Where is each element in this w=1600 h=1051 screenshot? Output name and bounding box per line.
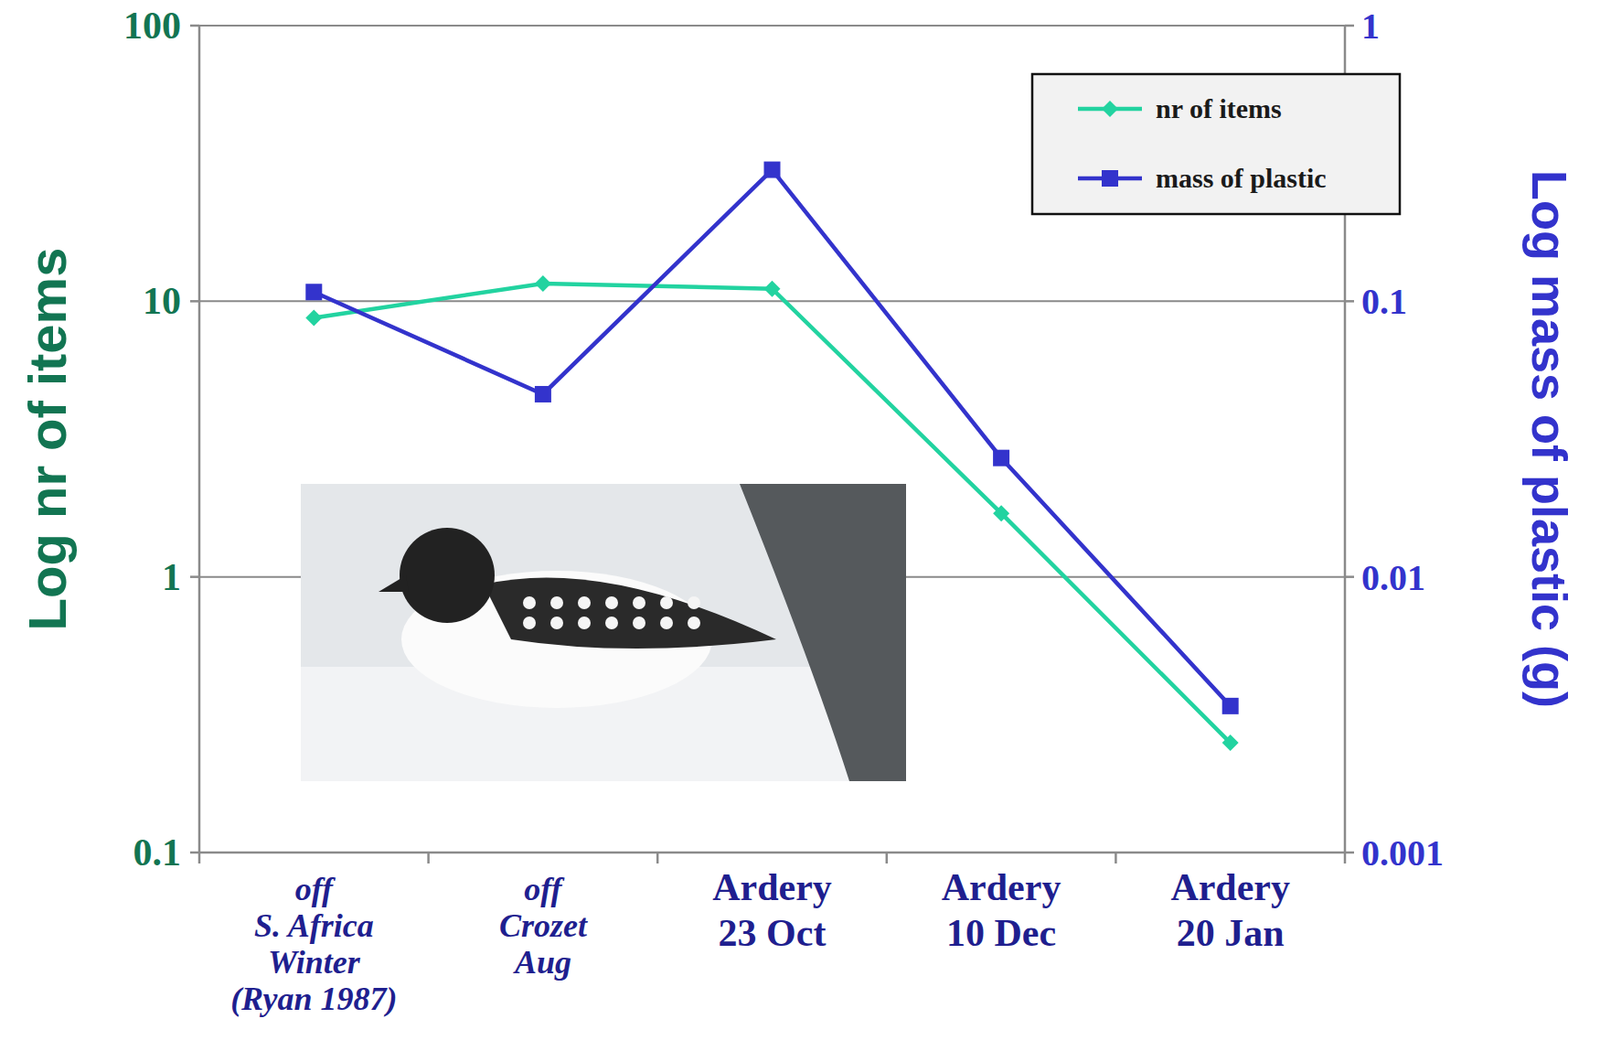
- data-point: [992, 504, 1010, 522]
- x-tick-label-line: Ardery: [941, 865, 1062, 908]
- legend-label: mass of plastic: [1155, 162, 1327, 193]
- x-tick: [1114, 852, 1118, 864]
- y2-tick: [1344, 299, 1355, 303]
- x-tick-label: Ardery20 Jan: [1170, 865, 1291, 954]
- y-tick: [190, 24, 200, 28]
- y-tick-label: 100: [123, 4, 182, 47]
- bird-head: [399, 527, 495, 623]
- x-tick-label-line: off: [295, 870, 336, 907]
- photo-bg: [300, 483, 907, 781]
- x-tick-label-line: Ardery: [712, 865, 832, 908]
- data-point: [1222, 697, 1239, 715]
- x-tick-label-line: 23 Oct: [718, 911, 827, 954]
- data-point: [1222, 734, 1239, 751]
- grid-line: [199, 299, 1345, 302]
- data-point: [992, 449, 1010, 467]
- x-tick-label: offCrozetAug: [499, 870, 588, 981]
- plot-area: [305, 161, 1238, 752]
- y2-tick-label: 0.1: [1361, 280, 1408, 322]
- bird-wing: [483, 577, 777, 650]
- y-tick: [190, 299, 200, 303]
- bird-spot: [577, 596, 591, 609]
- bird-spot: [550, 616, 564, 630]
- data-point: [764, 161, 781, 179]
- y2-tick-label: 0.001: [1361, 832, 1444, 874]
- x-tick-label-line: Aug: [512, 943, 572, 981]
- y-axis: [198, 25, 202, 853]
- x-tick: [1344, 852, 1347, 864]
- x-tick-label-line: Winter: [267, 943, 362, 981]
- legend-box: [1032, 74, 1400, 214]
- bird-spot: [660, 596, 673, 609]
- y2-tick: [1344, 575, 1355, 578]
- x-tick-label: Ardery10 Dec: [941, 865, 1062, 954]
- bird-spot: [632, 596, 646, 609]
- bird-beak: [378, 575, 409, 592]
- x-tick-label-line: 20 Jan: [1176, 911, 1285, 954]
- y2-tick: [1344, 24, 1355, 28]
- grid-line: [199, 851, 1345, 854]
- x-tick: [656, 852, 660, 864]
- data-point: [534, 275, 552, 292]
- x-tick-label-line: off: [523, 870, 565, 907]
- x-tick-label: Ardery23 Oct: [712, 865, 832, 954]
- bird-spot: [605, 596, 619, 609]
- bird-spot: [632, 616, 646, 630]
- x-tick-label-line: S. Africa: [254, 906, 374, 944]
- x-tick-label-line: (Ryan 1987): [230, 980, 397, 1017]
- x-tick-label-line: 10 Dec: [946, 911, 1056, 954]
- bird-spot: [605, 616, 619, 630]
- y2-axis-title: Log mass of plastic (g): [1522, 170, 1578, 708]
- legend-marker: [1101, 170, 1119, 187]
- x-axis: [199, 851, 1345, 854]
- data-point: [534, 385, 552, 403]
- data-point: [305, 309, 322, 327]
- data-point: [764, 280, 781, 298]
- y2-tick-label: 0.01: [1361, 556, 1426, 598]
- legend: nr of items mass of plastic: [1032, 74, 1400, 214]
- bird-spot: [687, 596, 701, 609]
- photo: [300, 483, 907, 781]
- photo-rock: [739, 483, 907, 781]
- x-tick: [198, 852, 202, 864]
- legend-label: nr of items: [1155, 93, 1282, 124]
- chart: 0.1 1 10 100 0.001 0.01 0.1 1 Log nr of items Log…: [0, 0, 1600, 1051]
- grid-line: [199, 24, 1345, 27]
- x-tick-label: offS. AfricaWinter(Ryan 1987): [230, 870, 397, 1017]
- bird-spot: [550, 596, 564, 609]
- x-tick: [885, 852, 889, 864]
- bird-spot: [660, 616, 673, 630]
- y2-tick-label: 1: [1361, 5, 1380, 47]
- y-tick-label: 10: [142, 279, 182, 322]
- x-tick-label-line: Crozet: [499, 906, 588, 944]
- y-tick-label: 1: [161, 555, 182, 598]
- y-tick: [190, 851, 200, 854]
- series-line: [313, 170, 1230, 706]
- x-tick: [426, 852, 430, 864]
- y2-tick: [1344, 851, 1355, 854]
- data-point: [305, 283, 322, 300]
- bird-spot: [687, 616, 701, 630]
- y-tick: [190, 575, 200, 578]
- y-axis-title: Log nr of items: [17, 247, 77, 631]
- y-tick-label: 0.1: [133, 831, 182, 874]
- x-tick-label-line: Ardery: [1170, 865, 1291, 908]
- legend-marker: [1101, 100, 1119, 118]
- bird-spot: [577, 616, 591, 630]
- bird-spot: [522, 616, 536, 630]
- bird-spot: [522, 596, 536, 609]
